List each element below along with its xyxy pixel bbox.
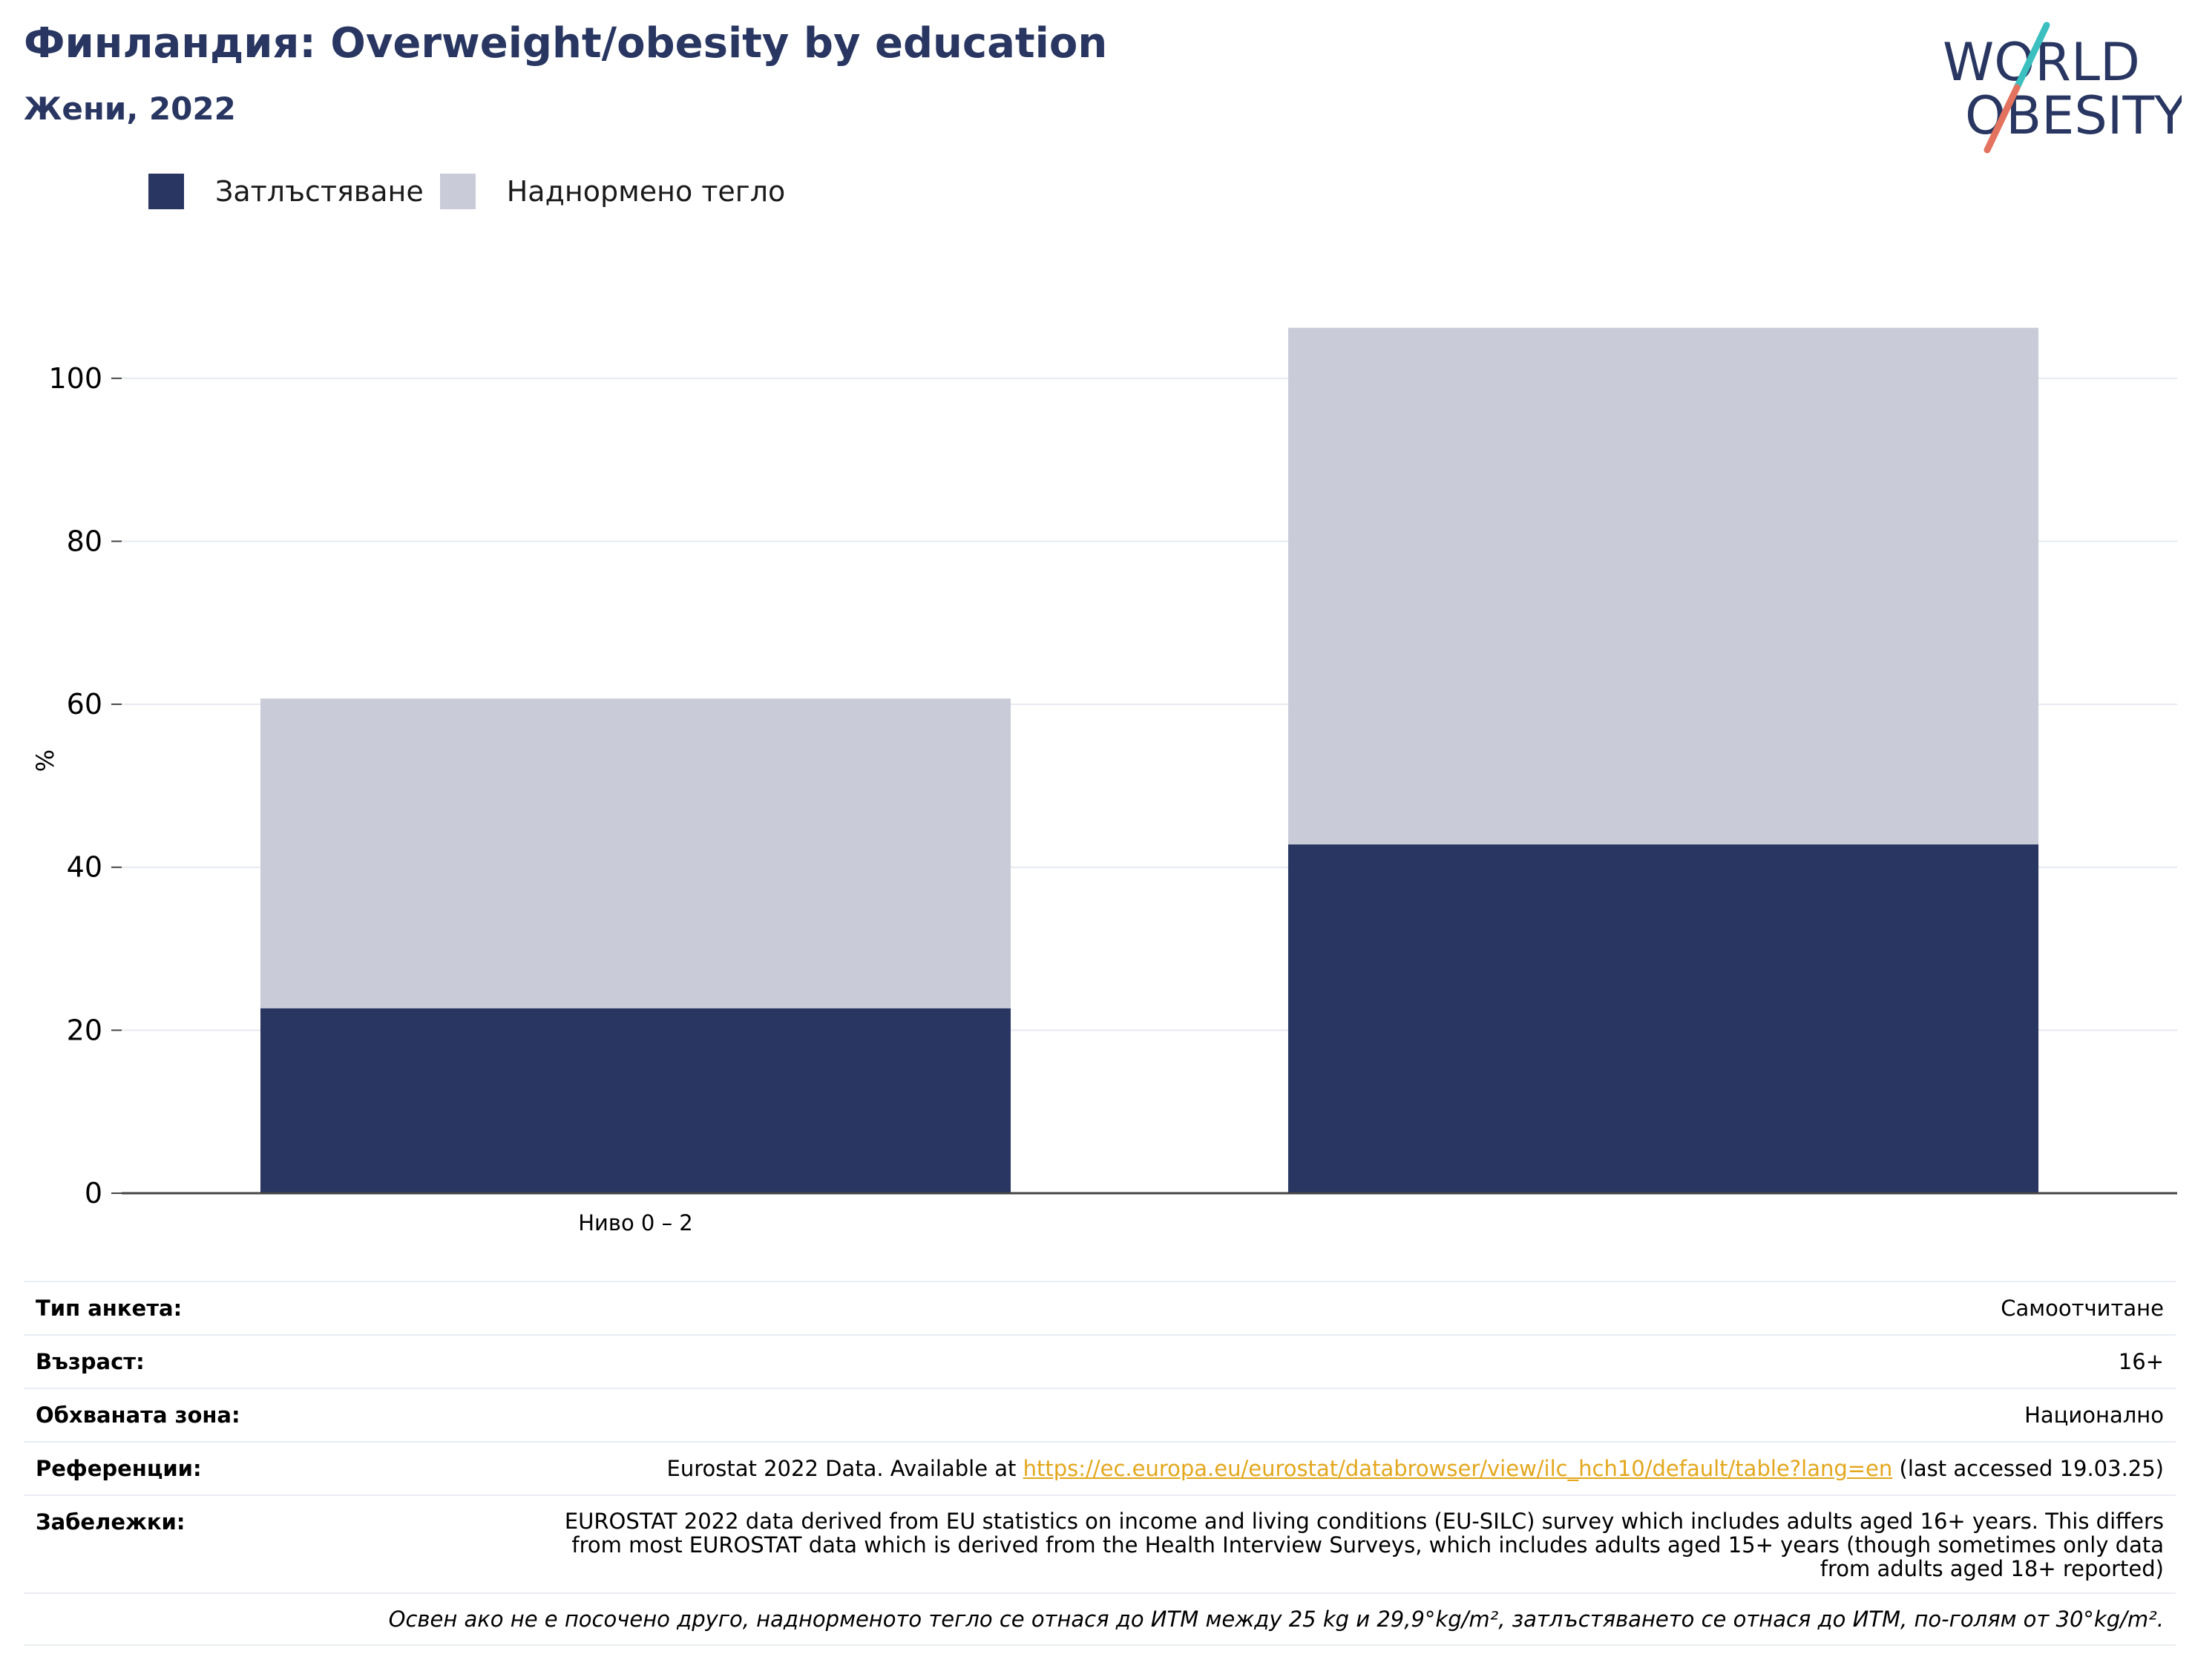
chart-legend: Затлъстяване Наднормено тегло xyxy=(148,171,801,212)
y-tick-label: 60 xyxy=(67,688,102,721)
x-tick-labels: Ниво 0 – 2 xyxy=(578,1210,693,1236)
bar-overweight-1[interactable] xyxy=(1287,327,2039,844)
legend-swatch-overweight xyxy=(439,174,476,209)
bar-obesity-1[interactable] xyxy=(1287,844,2039,1193)
x-tick-label: Ниво 0 – 2 xyxy=(578,1210,693,1236)
footnote-text: Освен ако не е посочено друго, наднормен… xyxy=(388,1607,2164,1632)
world-obesity-logo: WORLD OBESITY xyxy=(1943,22,2182,154)
references-prefix: Eurostat 2022 Data. Available at xyxy=(666,1456,1023,1481)
info-row-references: Референции: Eurostat 2022 Data. Availabl… xyxy=(24,1441,2176,1494)
logo-slash-coral xyxy=(1984,84,2021,154)
y-tick-label: 20 xyxy=(67,1014,102,1046)
notes-value: EUROSTAT 2022 data derived from EU stati… xyxy=(564,1509,2164,1581)
area-value: Национално xyxy=(2024,1402,2164,1428)
legend-item-overweight[interactable]: Наднормено тегло xyxy=(439,174,786,209)
y-tick-label: 100 xyxy=(48,362,102,395)
survey-type-label: Тип анкета: xyxy=(36,1296,183,1321)
bar-chart: 0 20 40 60 80 100 Ниво 0 – 2 % xyxy=(31,327,2177,1236)
age-label: Възраст: xyxy=(36,1349,145,1374)
bar-overweight-0[interactable] xyxy=(260,698,1011,1008)
y-axis-label: % xyxy=(31,749,59,772)
survey-type-value: Самоотчитане xyxy=(2001,1296,2164,1321)
bar-obesity-0[interactable] xyxy=(260,1008,1011,1193)
references-link[interactable]: https://ec.europa.eu/eurostat/databrowse… xyxy=(1023,1456,1893,1481)
logo-slash-teal xyxy=(2013,22,2050,91)
area-label: Обхваната зона: xyxy=(36,1402,240,1428)
info-row-survey-type: Тип анкета: Самоотчитане xyxy=(24,1281,2176,1334)
page-subtitle: Жени, 2022 xyxy=(24,91,236,127)
references-label: Референции: xyxy=(36,1456,202,1481)
info-row-area: Обхваната зона: Национално xyxy=(24,1388,2176,1441)
notes-label: Забележки: xyxy=(36,1509,186,1535)
y-tick-labels: 0 20 40 60 80 100 xyxy=(48,362,122,1210)
info-table: Тип анкета: Самоотчитане Възраст: 16+ Об… xyxy=(24,1281,2176,1646)
legend-label-obesity: Затлъстяване xyxy=(215,175,424,208)
info-row-notes: Забележки: EUROSTAT 2022 data derived fr… xyxy=(24,1494,2176,1592)
age-value: 16+ xyxy=(2118,1349,2164,1374)
y-tick-label: 80 xyxy=(67,525,102,557)
page-title: Финландия: Overweight/obesity by educati… xyxy=(24,19,1108,68)
info-row-age: Възраст: 16+ xyxy=(24,1334,2176,1388)
references-suffix: (last accessed 19.03.25) xyxy=(1892,1456,2165,1481)
references-value: Eurostat 2022 Data. Available at https:/… xyxy=(667,1456,2164,1481)
legend-label-overweight: Наднормено тегло xyxy=(506,175,786,208)
info-row-footnote: Освен ако не е посочено друго, наднормен… xyxy=(24,1592,2176,1646)
y-tick-label: 0 xyxy=(85,1177,102,1210)
legend-swatch-obesity xyxy=(148,174,184,209)
legend-item-obesity[interactable]: Затлъстяване xyxy=(148,174,424,209)
y-tick-label: 40 xyxy=(67,851,102,884)
bars xyxy=(260,327,2039,1193)
